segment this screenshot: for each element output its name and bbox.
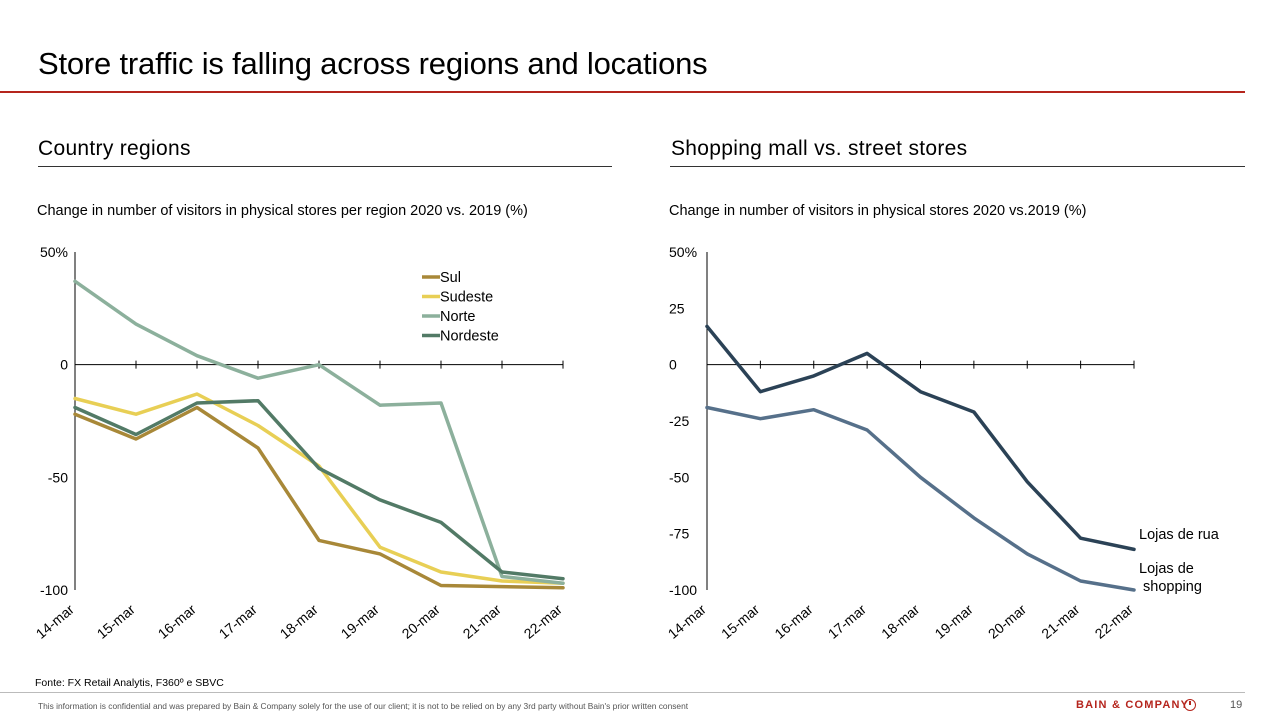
right-x-tick-label: 22-mar [1092, 601, 1137, 642]
right-y-tick-label: -75 [669, 526, 689, 542]
legend-label-sul: Sul [440, 270, 461, 286]
right-y-tick-label: 50% [669, 244, 697, 260]
page-number: 19 [1230, 699, 1243, 711]
left-y-tick-label: -100 [40, 582, 68, 598]
slide-title: Store traffic is falling across regions … [38, 46, 708, 81]
right-x-tick-label: 15-mar [718, 601, 763, 642]
right-x-tick-label: 21-mar [1038, 601, 1083, 642]
right-series-lojas-de-rua [705, 324, 1136, 552]
legend-label-nordeste: Nordeste [440, 329, 499, 345]
title-divider [0, 91, 1245, 93]
right-x-tick-label: 14-mar [665, 601, 710, 642]
right-y-tick-label: -100 [669, 582, 697, 598]
left-y-tick-label: 50% [40, 244, 68, 260]
source-note: Fonte: FX Retail Analytis, F360º e SBVC [35, 677, 224, 689]
left-y-tick-label: -50 [48, 469, 68, 485]
series-label-lojas-de-rua: Lojas de rua [1139, 527, 1220, 543]
left-series-nordeste [73, 398, 565, 581]
brand-logo-icon [1184, 699, 1196, 711]
right-x-tick-label: 19-mar [932, 601, 977, 642]
right-y-tick-label: -25 [669, 413, 689, 429]
right-chart-caption: Change in number of visitors in physical… [669, 203, 1087, 219]
right-y-tick-label: 25 [669, 300, 685, 316]
brand-logo-text: BAIN & COMPANY [1076, 699, 1190, 711]
series-label-lojas-de-shopping: Lojas de shopping [1139, 561, 1202, 595]
right-x-tick-label: 20-mar [985, 601, 1030, 642]
left-series-norte [73, 279, 565, 585]
right-x-tick-label: 18-mar [878, 601, 923, 642]
right-section-title: Shopping mall vs. street stores [671, 137, 968, 160]
confidentiality-disclaimer: This information is confidential and was… [38, 701, 689, 711]
legend-label-sudeste: Sudeste [440, 290, 493, 306]
right-section-divider [670, 166, 1245, 167]
right-x-tick-label: 17-mar [825, 601, 870, 642]
left-y-tick-label: 0 [60, 357, 68, 373]
footer-divider [0, 692, 1245, 693]
legend-label-norte: Norte [440, 309, 475, 325]
left-chart-caption: Change in number of visitors in physical… [37, 203, 528, 219]
left-section-title: Country regions [38, 137, 191, 160]
right-y-tick-label: -50 [669, 469, 689, 485]
right-y-tick-label: 0 [669, 357, 677, 373]
left-section-divider [38, 166, 612, 167]
right-x-tick-label: 16-mar [771, 601, 816, 642]
right-series-lojas-de-shopping [705, 405, 1136, 592]
left-series-sul [73, 405, 565, 590]
